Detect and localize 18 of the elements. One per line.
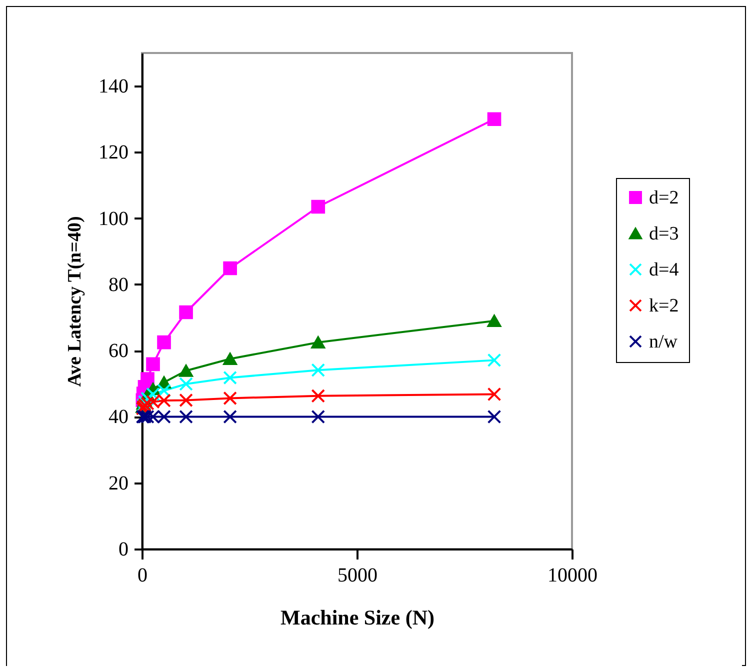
x-axis-title: Machine Size (N) [280, 606, 434, 630]
x-tick-label: 10000 [548, 564, 598, 586]
y-tick-label: 80 [108, 274, 128, 296]
y-tick-label: 140 [98, 76, 128, 98]
y-tick-label: 40 [108, 406, 128, 428]
y-tick-label: 0 [118, 538, 128, 560]
y-tick-label: 60 [108, 340, 128, 362]
y-tick-label: 20 [108, 472, 128, 494]
legend-label: d=2 [649, 188, 679, 208]
y-tick-label: 100 [98, 208, 128, 230]
y-tick-label: 120 [98, 142, 128, 164]
x-tick-label: 5000 [338, 564, 378, 586]
y-axis-title: Ave Latency T(n=40) [64, 216, 86, 387]
legend-label: n/w [649, 332, 678, 352]
x-tick-label: 0 [138, 564, 148, 586]
legend-label: k=2 [649, 296, 679, 316]
legend-label: d=3 [649, 224, 679, 244]
legend-label: d=4 [649, 260, 680, 280]
